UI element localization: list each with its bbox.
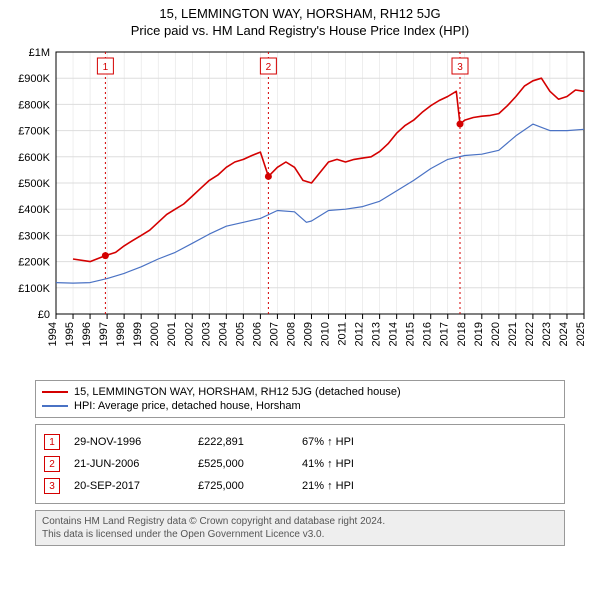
legend-swatch <box>42 405 68 407</box>
sale-hpi-delta: 21% ↑ HPI <box>302 480 354 492</box>
sale-row: 2 21-JUN-2006 £525,000 41% ↑ HPI <box>44 453 556 475</box>
legend-swatch <box>42 391 68 393</box>
sale-date: 29-NOV-1996 <box>74 436 184 448</box>
sale-row: 1 29-NOV-1996 £222,891 67% ↑ HPI <box>44 431 556 453</box>
svg-text:1: 1 <box>103 62 109 73</box>
svg-text:1996: 1996 <box>81 322 93 346</box>
legend-label: HPI: Average price, detached house, Hors… <box>74 400 301 412</box>
legend: 15, LEMMINGTON WAY, HORSHAM, RH12 5JG (d… <box>35 380 565 418</box>
svg-text:2: 2 <box>266 62 272 73</box>
sale-badge: 2 <box>44 456 60 472</box>
sale-price: £222,891 <box>198 436 288 448</box>
svg-text:2025: 2025 <box>575 322 587 346</box>
svg-text:2023: 2023 <box>541 322 553 346</box>
title-address: 15, LEMMINGTON WAY, HORSHAM, RH12 5JG <box>0 6 600 21</box>
svg-text:3: 3 <box>457 62 463 73</box>
svg-text:2012: 2012 <box>354 322 366 346</box>
svg-text:£400K: £400K <box>18 204 50 216</box>
svg-text:2022: 2022 <box>524 322 536 346</box>
page-root: 15, LEMMINGTON WAY, HORSHAM, RH12 5JG Pr… <box>0 0 600 546</box>
svg-text:2024: 2024 <box>558 322 570 346</box>
svg-text:2017: 2017 <box>439 322 451 346</box>
sale-date: 20-SEP-2017 <box>74 480 184 492</box>
svg-text:£300K: £300K <box>18 230 50 242</box>
license-line2: This data is licensed under the Open Gov… <box>42 528 558 541</box>
svg-text:2002: 2002 <box>183 322 195 346</box>
svg-text:1998: 1998 <box>115 322 127 346</box>
legend-item: HPI: Average price, detached house, Hors… <box>42 399 558 413</box>
svg-text:2016: 2016 <box>422 322 434 346</box>
svg-text:1997: 1997 <box>98 322 110 346</box>
sales-table: 1 29-NOV-1996 £222,891 67% ↑ HPI 2 21-JUN-200… <box>35 424 565 504</box>
svg-text:2004: 2004 <box>217 322 229 346</box>
svg-text:1995: 1995 <box>64 322 76 346</box>
svg-text:2003: 2003 <box>200 322 212 346</box>
svg-text:2009: 2009 <box>302 322 314 346</box>
svg-text:2015: 2015 <box>405 322 417 346</box>
svg-text:2011: 2011 <box>337 322 349 346</box>
sale-price: £725,000 <box>198 480 288 492</box>
svg-text:£900K: £900K <box>18 73 50 85</box>
svg-text:2001: 2001 <box>166 322 178 346</box>
svg-text:£800K: £800K <box>18 99 50 111</box>
svg-text:£500K: £500K <box>18 178 50 190</box>
license-box: Contains HM Land Registry data © Crown c… <box>35 510 565 546</box>
svg-text:£700K: £700K <box>18 126 50 138</box>
svg-text:2013: 2013 <box>371 322 383 346</box>
svg-text:2019: 2019 <box>473 322 485 346</box>
legend-item: 15, LEMMINGTON WAY, HORSHAM, RH12 5JG (d… <box>42 385 558 399</box>
svg-text:2006: 2006 <box>251 322 263 346</box>
title-subtitle: Price paid vs. HM Land Registry's House … <box>0 23 600 38</box>
svg-text:£600K: £600K <box>18 152 50 164</box>
chart: £0 £100K £200K £300K £400K £500K £600K £700K £80… <box>8 44 592 374</box>
svg-text:2018: 2018 <box>456 322 468 346</box>
title-block: 15, LEMMINGTON WAY, HORSHAM, RH12 5JG Pr… <box>0 0 600 40</box>
svg-text:2021: 2021 <box>507 322 519 346</box>
svg-text:2007: 2007 <box>268 322 280 346</box>
sale-badge: 3 <box>44 478 60 494</box>
sale-date: 21-JUN-2006 <box>74 458 184 470</box>
svg-text:1999: 1999 <box>132 322 144 346</box>
svg-text:2000: 2000 <box>149 322 161 346</box>
svg-text:£200K: £200K <box>18 257 50 269</box>
sale-badge: 1 <box>44 434 60 450</box>
svg-text:1994: 1994 <box>47 322 59 346</box>
legend-label: 15, LEMMINGTON WAY, HORSHAM, RH12 5JG (d… <box>74 386 401 398</box>
svg-text:£0: £0 <box>38 309 50 321</box>
svg-text:£100K: £100K <box>18 283 50 295</box>
sale-hpi-delta: 41% ↑ HPI <box>302 458 354 470</box>
svg-text:2005: 2005 <box>234 322 246 346</box>
sale-hpi-delta: 67% ↑ HPI <box>302 436 354 448</box>
svg-text:2020: 2020 <box>490 322 502 346</box>
chart-svg: £0 £100K £200K £300K £400K £500K £600K £700K £80… <box>8 44 592 374</box>
svg-text:2014: 2014 <box>388 322 400 346</box>
svg-text:2010: 2010 <box>320 322 332 346</box>
svg-text:£1M: £1M <box>29 47 50 59</box>
license-line1: Contains HM Land Registry data © Crown c… <box>42 515 558 528</box>
sale-price: £525,000 <box>198 458 288 470</box>
sale-row: 3 20-SEP-2017 £725,000 21% ↑ HPI <box>44 475 556 497</box>
svg-text:2008: 2008 <box>285 322 297 346</box>
